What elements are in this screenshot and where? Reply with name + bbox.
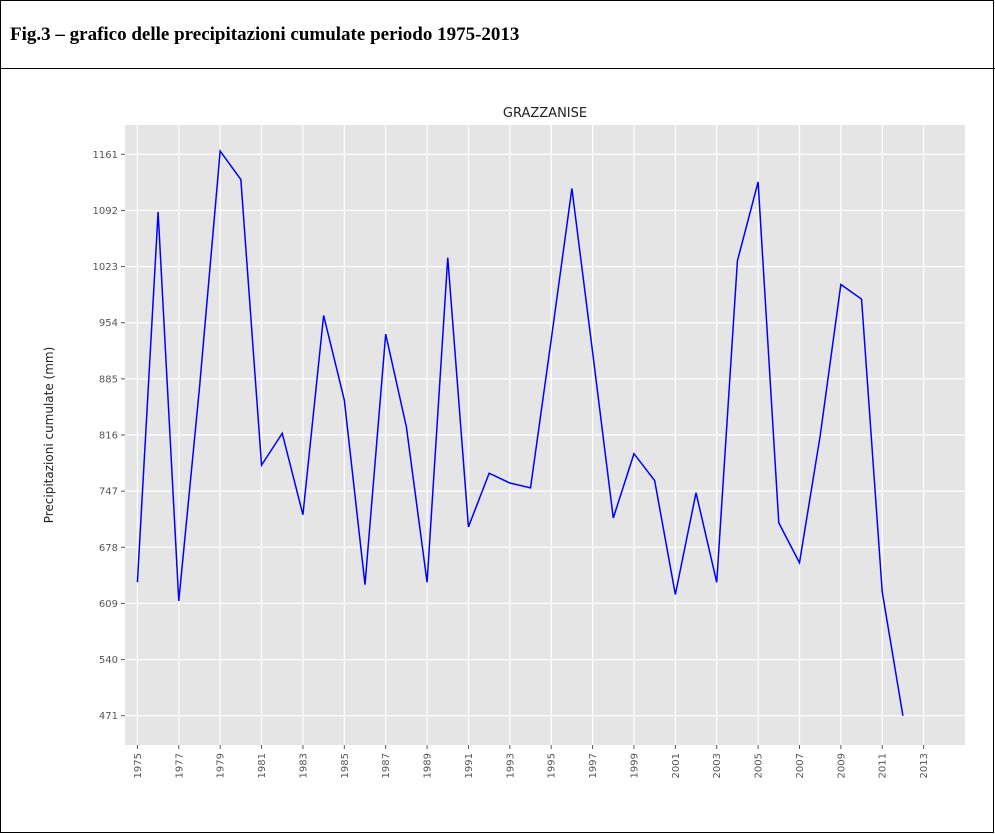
x-tick-label: 2013 <box>919 753 930 778</box>
x-tick-label: 1985 <box>340 753 351 778</box>
x-tick-label: 1997 <box>588 753 599 778</box>
x-tick-label: 1995 <box>547 753 558 778</box>
y-tick-label: 816 <box>99 431 118 442</box>
x-tick-label: 2005 <box>754 753 765 778</box>
y-tick-label: 885 <box>99 374 118 385</box>
x-tick-label: 1991 <box>464 753 475 778</box>
y-tick-label: 471 <box>99 711 118 722</box>
x-tick-label: 1975 <box>133 753 144 778</box>
y-tick-label: 540 <box>99 655 118 666</box>
x-tick-label: 2009 <box>836 753 847 778</box>
y-tick-label: 1161 <box>93 150 118 161</box>
x-tick-label: 2003 <box>712 753 723 778</box>
figure-title: Fig.3 – grafico delle precipitazioni cum… <box>10 24 519 45</box>
y-tick-label: 1023 <box>93 262 118 273</box>
y-tick-label: 747 <box>99 487 118 498</box>
x-tick-label: 1981 <box>257 753 268 778</box>
y-tick-label: 609 <box>99 599 118 610</box>
x-tick-label: 2011 <box>878 753 889 778</box>
x-tick-label: 1979 <box>216 753 227 778</box>
x-tick-label: 1983 <box>298 753 309 778</box>
x-tick-label: 1989 <box>423 753 434 778</box>
x-tick-label: 1977 <box>174 753 185 778</box>
y-tick-label: 678 <box>99 543 118 554</box>
x-tick-label: 2001 <box>671 753 682 778</box>
y-tick-label: 1092 <box>93 206 118 217</box>
x-tick-label: 1999 <box>629 753 640 778</box>
x-tick-label: 1993 <box>505 753 516 778</box>
chart-title: GRAZZANISE <box>503 106 587 121</box>
data-line <box>136 148 904 716</box>
x-tick-label: 1987 <box>381 753 392 778</box>
x-tick-label: 2007 <box>795 753 806 778</box>
y-tick-label: 954 <box>99 318 118 329</box>
y-axis-label: Precipitazioni cumulate (mm) <box>42 347 56 524</box>
